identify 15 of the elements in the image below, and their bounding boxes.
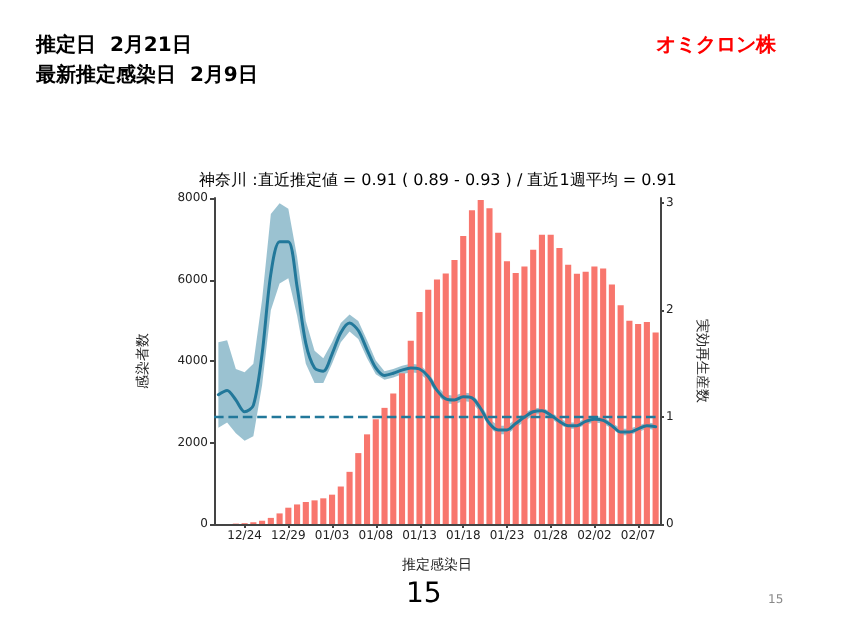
bar	[591, 266, 598, 524]
chart-title: 神奈川 :直近推定値 = 0.91 ( 0.89 - 0.93 ) / 直近1週平均 = 0.91	[199, 171, 677, 189]
bar	[433, 279, 441, 524]
text: オミクロン株	[656, 33, 778, 57]
text: 15	[406, 578, 442, 610]
bar	[285, 507, 292, 524]
bar	[582, 271, 589, 524]
bar	[276, 513, 283, 524]
bar	[311, 500, 318, 524]
text: 推定日 2月21日	[34, 33, 192, 57]
bar	[547, 234, 554, 524]
bar	[486, 208, 493, 524]
line-series	[216, 240, 658, 434]
text: 最新推定感染日 2月9日	[34, 63, 258, 87]
bar	[320, 498, 327, 524]
